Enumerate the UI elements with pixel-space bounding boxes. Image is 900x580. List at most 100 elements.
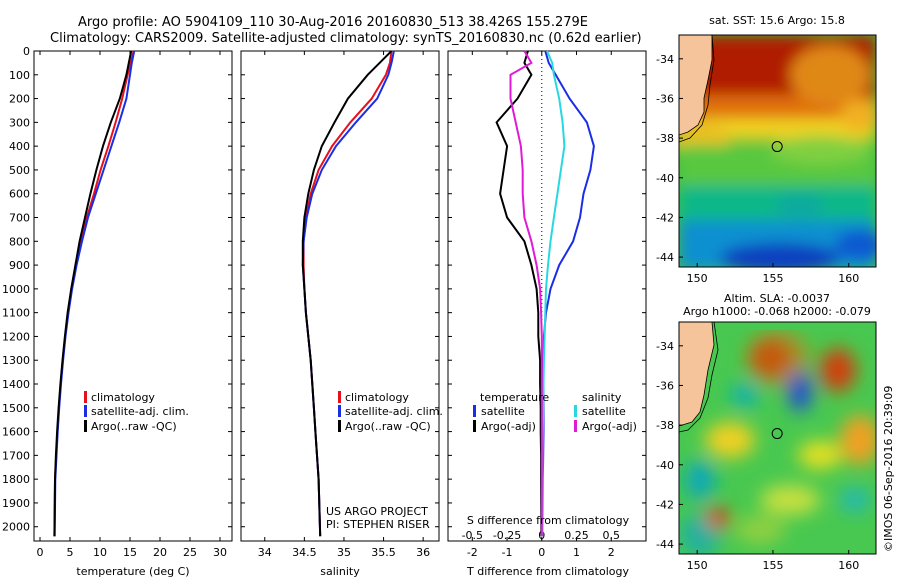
- depth-tick-label: 500: [9, 164, 30, 177]
- legend-swatch-satellite: [84, 405, 87, 417]
- depth-tick-label: 1200: [2, 330, 30, 343]
- legend-label-sal-satellite: satellite: [582, 405, 626, 418]
- salinity-xlabel: salinity: [320, 565, 360, 578]
- x-tick-label: 0: [37, 546, 44, 559]
- lat-tick-label: -42: [656, 211, 674, 224]
- lat-tick-label: -44: [656, 251, 674, 264]
- x-tick-label: 35: [337, 546, 351, 559]
- depth-tick-label: 400: [9, 140, 30, 153]
- sst-map-title: sat. SST: 15.6 Argo: 15.8: [709, 14, 845, 27]
- argo-location-marker: [771, 428, 783, 440]
- header-line-1: Argo profile: AO 5904109_110 30-Aug-2016…: [78, 15, 588, 30]
- legend-label-satellite: satellite-adj. clim.: [345, 405, 443, 418]
- difference-xlabel: T difference from climatology: [466, 565, 629, 578]
- x-top-tick-label: -0.5: [462, 529, 483, 542]
- legend-swatch-argo: [84, 420, 87, 432]
- sla-map: [679, 322, 876, 554]
- depth-tick-label: 600: [9, 188, 30, 201]
- depth-tick-label: 1000: [2, 283, 30, 296]
- legend-label-temp-argo: Argo(-adj): [481, 420, 536, 433]
- lat-tick-label: -44: [656, 538, 674, 551]
- header-line-2: Climatology: CARS2009. Satellite-adjuste…: [50, 31, 642, 46]
- series-line-argo-adj-: [495, 50, 543, 537]
- lat-tick-label: -34: [656, 53, 674, 66]
- salinity-plot: 34 34.5 35 35.5 36: [258, 50, 430, 559]
- x-top-tick-label: -0.25: [493, 529, 521, 542]
- depth-tick-label: 1500: [2, 402, 30, 415]
- depth-tick-label: 1700: [2, 449, 30, 462]
- series-line-satellite: [541, 50, 566, 537]
- argo-location-marker: [771, 141, 783, 153]
- lat-tick-label: -40: [656, 459, 674, 472]
- sla-map-title-1: Altim. SLA: -0.0037: [724, 292, 830, 305]
- sla-contour: [679, 322, 719, 433]
- salinity-panel-frame: [240, 50, 440, 542]
- lat-tick-label: -36: [656, 379, 674, 392]
- sla-land: [679, 322, 715, 427]
- series-line-argo-adj-: [509, 50, 543, 537]
- temperature-xlabel: temperature (deg C): [76, 565, 189, 578]
- sla-map-frame: [678, 321, 877, 555]
- x-tick-label: 35.5: [371, 546, 396, 559]
- lat-tick-label: -38: [656, 132, 674, 145]
- legend-swatch-climatology: [338, 391, 341, 403]
- x-tick-label: 0: [538, 546, 545, 559]
- legend-label-climatology: climatology: [91, 391, 155, 404]
- legend-label-argo: Argo(..raw -QC): [345, 420, 431, 433]
- salinity-legend: climatology satellite-adj. clim. Argo(..…: [338, 391, 443, 433]
- series-line-satellite-adj-clim-: [53, 50, 136, 537]
- depth-tick-label: 800: [9, 235, 30, 248]
- sst-land: [679, 35, 713, 136]
- depth-axis: 0 100 200 300 400 500 600 700 800 900 1000 1100 1200…: [2, 45, 646, 534]
- depth-tick-label: 300: [9, 116, 30, 129]
- lat-tick-label: -36: [656, 92, 674, 105]
- x-tick-label: 10: [93, 546, 107, 559]
- series-line-argo-raw-qc-: [301, 50, 393, 537]
- x-tick-label: 34.5: [292, 546, 317, 559]
- legend-label-argo: Argo(..raw -QC): [91, 420, 177, 433]
- lon-tick-label: 155: [762, 272, 783, 285]
- sst-map-frame: [678, 34, 877, 268]
- depth-tick-label: 2000: [2, 521, 30, 534]
- lon-tick-label: 160: [838, 559, 859, 572]
- difference-panel-frame: [447, 50, 647, 542]
- x-tick-label: 2: [608, 546, 615, 559]
- depth-tick-label: 1900: [2, 497, 30, 510]
- x-tick-label: 20: [153, 546, 167, 559]
- legend-label-climatology: climatology: [345, 391, 409, 404]
- depth-tick-label: 0: [23, 45, 30, 58]
- series-line-climatology: [53, 50, 135, 537]
- depth-tick-label: 1300: [2, 354, 30, 367]
- lat-tick-label: -34: [656, 340, 674, 353]
- legend-swatch-argo: [338, 420, 341, 432]
- depth-tick-label: 1100: [2, 307, 30, 320]
- sla-map-title-2: Argo h1000: -0.068 h2000: -0.079: [683, 305, 871, 318]
- x-tick-label: 1: [573, 546, 580, 559]
- lat-tick-label: -42: [656, 498, 674, 511]
- x-tick-label: 30: [213, 546, 227, 559]
- legend-swatch-sal-satellite: [574, 405, 577, 417]
- temperature-panel-frame: [33, 50, 233, 542]
- sst-map-axes: -34 -36 -38 -40 -42 -44 150 155 160: [656, 53, 859, 285]
- pi-annotation: PI: STEPHEN RISER: [326, 518, 430, 531]
- temperature-plot: 0 5 10 15 20 25 30: [37, 50, 227, 559]
- difference-legend: temperature salinity satellite Argo(-adj…: [473, 391, 637, 433]
- x-top-tick-label: 0.25: [564, 529, 589, 542]
- project-annotation: US ARGO PROJECT: [326, 505, 428, 518]
- sst-map: [679, 35, 876, 267]
- depth-tick-label: 100: [9, 69, 30, 82]
- lat-tick-label: -38: [656, 419, 674, 432]
- lon-tick-label: 155: [762, 559, 783, 572]
- x-tick-label: -1: [502, 546, 513, 559]
- x-tick-label: -2: [467, 546, 478, 559]
- x-tick-label: 25: [183, 546, 197, 559]
- difference-xlabel-top: S difference from climatology: [467, 514, 630, 527]
- lon-tick-label: 150: [687, 559, 708, 572]
- depth-tick-label: 700: [9, 212, 30, 225]
- legend-swatch-climatology: [84, 391, 87, 403]
- x-top-tick-label: 0.5: [603, 529, 621, 542]
- x-tick-label: 15: [123, 546, 137, 559]
- lon-tick-label: 150: [687, 272, 708, 285]
- depth-tick-label: 1800: [2, 473, 30, 486]
